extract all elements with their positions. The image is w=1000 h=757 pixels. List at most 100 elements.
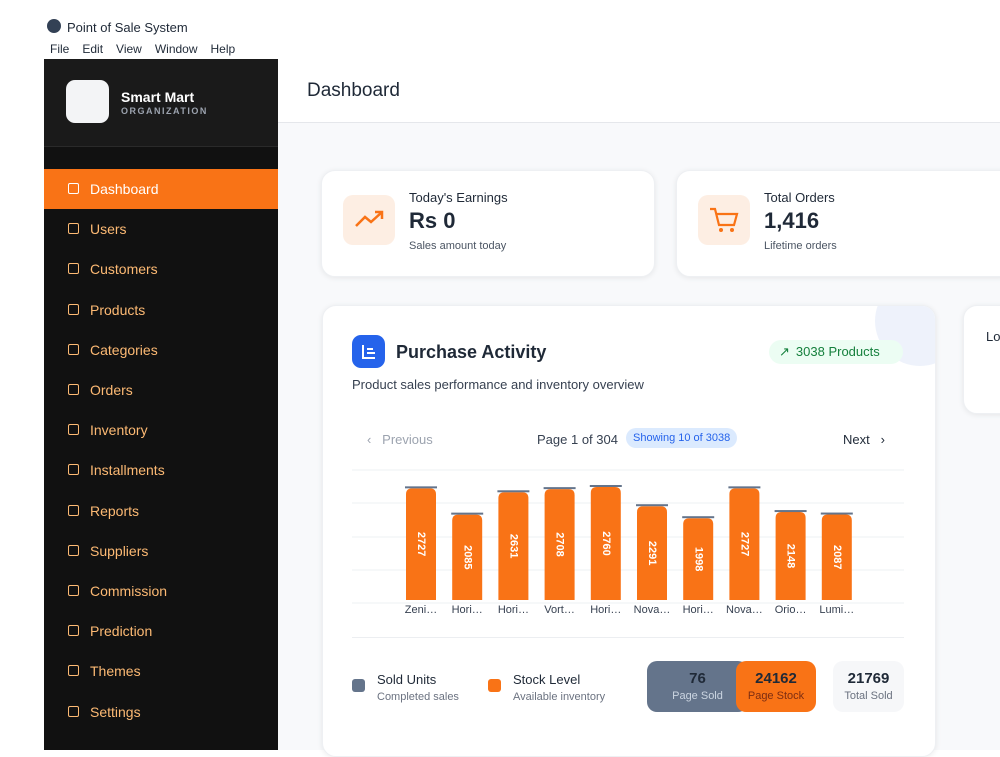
bar-cap	[682, 516, 715, 519]
x-tick-label: Hori…	[683, 604, 714, 616]
bar	[637, 506, 667, 600]
menu-item[interactable]: Help	[210, 42, 236, 56]
divider	[352, 637, 904, 638]
legend-note: Completed sales	[377, 691, 459, 703]
stat-box: 21769 Total Sold	[833, 661, 904, 712]
bar-value-label: 2291	[646, 541, 658, 565]
bar-cap	[405, 486, 437, 489]
stat-value: 21769	[847, 670, 890, 687]
header	[278, 59, 1000, 123]
nav-label: Categories	[90, 341, 158, 358]
stat-value: 76	[689, 670, 706, 687]
bar	[452, 514, 483, 600]
stat-box: 24162 Page Stock	[736, 661, 816, 712]
orders-icon	[698, 195, 750, 245]
nav-label: Customers	[90, 261, 158, 278]
nav-item[interactable]: Themes	[44, 651, 278, 691]
nav-icon	[68, 585, 79, 596]
nav-icon	[68, 223, 79, 235]
menu-item[interactable]: Edit	[82, 42, 104, 56]
window-title: Point of Sale System	[67, 20, 188, 35]
nav-icon	[68, 464, 79, 476]
menu-item[interactable]: File	[50, 42, 70, 56]
bar	[498, 492, 529, 600]
stat-label: Page Sold	[672, 690, 723, 702]
nav-label: Dashboard	[90, 181, 159, 197]
bar-cap	[497, 490, 530, 493]
nav-item[interactable]: Commission	[44, 571, 278, 611]
nav-item[interactable]: Prediction	[44, 611, 278, 651]
nav-label: Suppliers	[90, 542, 149, 559]
nav-item[interactable]: Products	[44, 290, 278, 330]
nav-label: Orders	[90, 382, 133, 398]
card-label: Total Orders	[764, 190, 835, 205]
bar-cap	[820, 512, 853, 515]
card-note: Sales amount today	[409, 240, 507, 252]
bar	[406, 488, 436, 600]
bar-value-label: 2727	[415, 532, 427, 556]
menu-item[interactable]: Window	[154, 42, 198, 56]
legend-swatch	[488, 679, 501, 692]
bar	[775, 512, 806, 600]
nav-item[interactable]: Installments	[44, 450, 278, 490]
menu-item[interactable]: View	[116, 42, 142, 56]
bar	[729, 488, 760, 600]
nav-icon	[68, 384, 79, 395]
showing-badge: Showing 10 of 3038	[626, 428, 738, 448]
stat-label: Total Sold	[844, 690, 893, 702]
card-value: 1,416	[764, 208, 820, 233]
nav-item[interactable]: Orders	[44, 370, 278, 410]
nav-item[interactable]: Customers	[44, 249, 278, 289]
nav-label: Commission	[90, 583, 168, 599]
nav-item[interactable]: Inventory	[44, 410, 278, 450]
bar-cap	[636, 504, 668, 507]
bar-value-label: 2708	[554, 532, 566, 556]
nav-icon	[68, 343, 79, 355]
nav-item[interactable]: Suppliers	[44, 531, 278, 571]
nav-item[interactable]: Settings	[44, 692, 278, 732]
bar-value-label: 2148	[785, 544, 797, 568]
activity-title: Purchase Activity	[396, 342, 547, 362]
bar-cap	[728, 486, 761, 489]
nav-item[interactable]: Categories	[44, 330, 278, 370]
x-tick-label: Orio…	[775, 604, 807, 616]
nav-icon	[68, 424, 79, 436]
card-value: Rs 0	[409, 208, 456, 233]
bar-value-label: 2085	[461, 545, 473, 569]
nav-label: Products	[90, 301, 146, 318]
nav-label: Installments	[90, 462, 165, 479]
brand-subtitle: ORGANIZATION	[121, 106, 208, 116]
nav-label: Users	[90, 221, 127, 238]
bar-cap	[451, 512, 484, 515]
x-tick-label: Zeni…	[405, 604, 437, 616]
badge-label: 3038 Products	[795, 344, 880, 359]
stat-box: 76 Page Sold	[647, 661, 748, 712]
x-tick-label: Hori…	[590, 604, 621, 616]
nav-item[interactable]: Reports	[44, 491, 278, 531]
nav-icon	[68, 625, 79, 637]
previous-button[interactable]: ‹ Previous	[367, 432, 433, 447]
badge-text: ↗ 3038 Products	[779, 344, 880, 359]
nav-label: Inventory	[90, 422, 148, 439]
side-panel	[963, 305, 1000, 414]
x-tick-label: Hori…	[498, 604, 529, 616]
page-title: Dashboard	[307, 80, 400, 101]
bar-value-label: 2087	[831, 545, 843, 569]
nav-label: Themes	[90, 663, 141, 680]
nav-icon	[68, 665, 79, 677]
nav-label: Prediction	[90, 623, 153, 640]
nav-item[interactable]: Dashboard	[44, 169, 278, 209]
bar	[590, 487, 621, 600]
grid	[352, 469, 904, 604]
nav-label: Reports	[90, 502, 140, 519]
bar	[821, 514, 852, 600]
legend-swatch	[352, 679, 365, 692]
nav-icon	[68, 183, 79, 194]
card-label: Today's Earnings	[409, 190, 508, 205]
nav-icon	[68, 705, 79, 717]
card-note: Lifetime orders	[764, 240, 837, 252]
x-tick-label: Lumi…	[819, 604, 854, 616]
next-button[interactable]: Next ›	[843, 432, 885, 447]
legend-name: Stock Level	[513, 672, 581, 687]
nav-item[interactable]: Users	[44, 209, 278, 249]
